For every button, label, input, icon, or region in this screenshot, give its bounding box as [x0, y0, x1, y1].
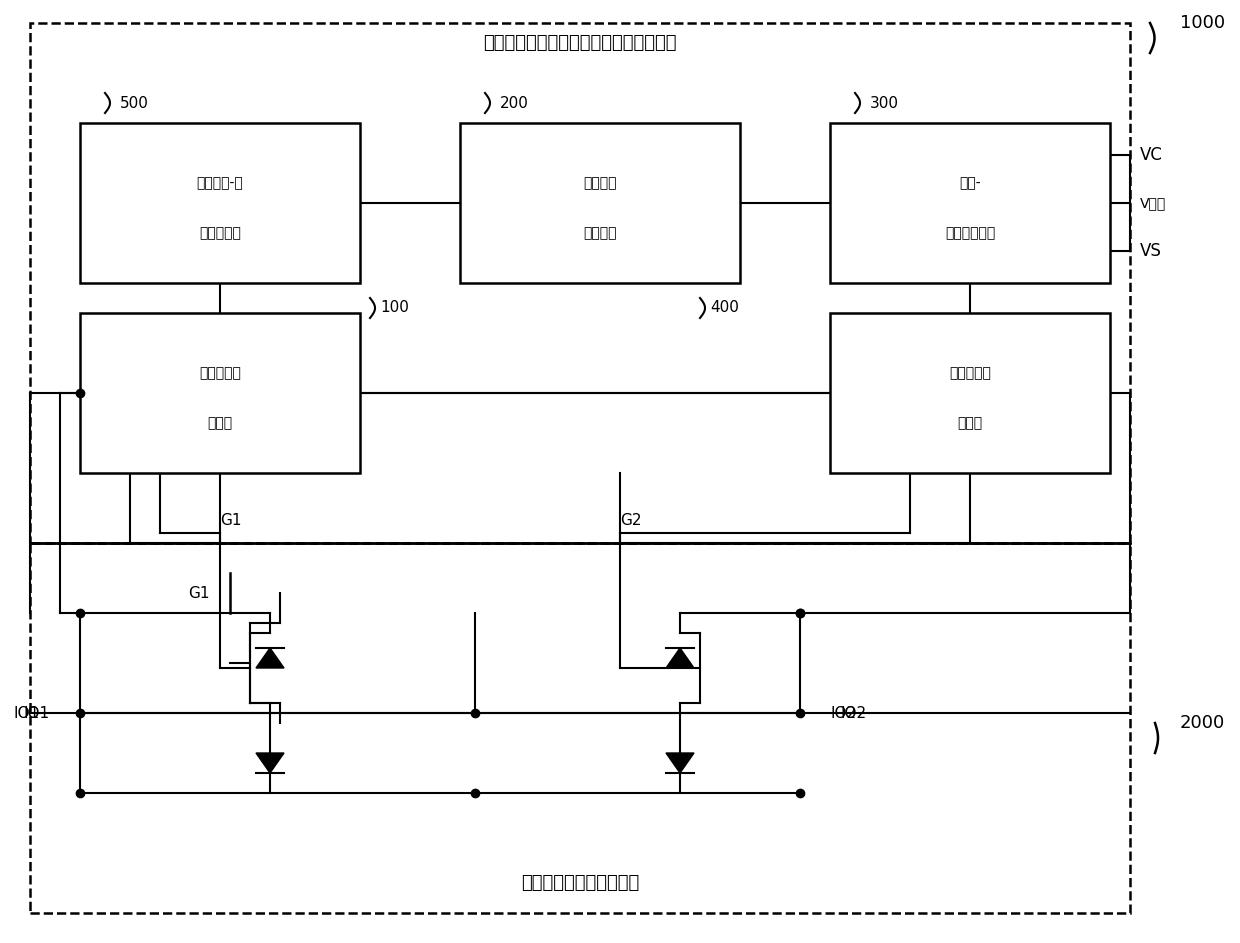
Text: 200: 200 [500, 95, 529, 110]
Text: 制电路: 制电路 [957, 416, 982, 430]
Bar [81, 313, 360, 473]
Text: G1: G1 [188, 586, 210, 601]
Text: IO1: IO1 [24, 705, 50, 720]
Text: 双半导体开关管双向开关: 双半导体开关管双向开关 [521, 874, 639, 892]
Bar [830, 313, 1110, 473]
Bar [460, 123, 740, 283]
Text: 500: 500 [120, 95, 149, 110]
Polygon shape [255, 648, 284, 668]
Bar [30, 543, 1130, 913]
Text: 第一电流-电: 第一电流-电 [197, 176, 243, 190]
Text: 电流模式: 电流模式 [583, 176, 616, 190]
Text: 400: 400 [711, 301, 739, 316]
Text: 2000: 2000 [1180, 714, 1225, 732]
Text: IO1: IO1 [14, 705, 40, 720]
Text: IO2: IO2 [839, 705, 866, 720]
Text: 电流转换电路: 电流转换电路 [945, 226, 996, 240]
Text: VS: VS [1140, 242, 1162, 260]
Text: 电压-: 电压- [960, 176, 981, 190]
Bar [30, 23, 1130, 543]
Text: 用于双半导体开关管双向开关的控制电路: 用于双半导体开关管双向开关的控制电路 [484, 34, 677, 52]
Text: 制电路: 制电路 [207, 416, 233, 430]
Text: VC: VC [1140, 146, 1163, 164]
Text: 100: 100 [379, 301, 409, 316]
Bar [81, 123, 360, 283]
Text: IO2: IO2 [830, 705, 856, 720]
Text: 第一通断控: 第一通断控 [200, 366, 241, 380]
Text: 第二通断控: 第二通断控 [949, 366, 991, 380]
Polygon shape [666, 753, 694, 773]
Text: 1000: 1000 [1180, 14, 1225, 32]
Text: 压转换电路: 压转换电路 [200, 226, 241, 240]
Text: V控制: V控制 [1140, 196, 1167, 210]
Text: 传输电路: 传输电路 [583, 226, 616, 240]
Text: G1: G1 [219, 513, 242, 528]
Bar [830, 123, 1110, 283]
Polygon shape [255, 753, 284, 773]
Text: G2: G2 [620, 513, 641, 528]
Text: 300: 300 [870, 95, 899, 110]
Polygon shape [666, 648, 694, 668]
